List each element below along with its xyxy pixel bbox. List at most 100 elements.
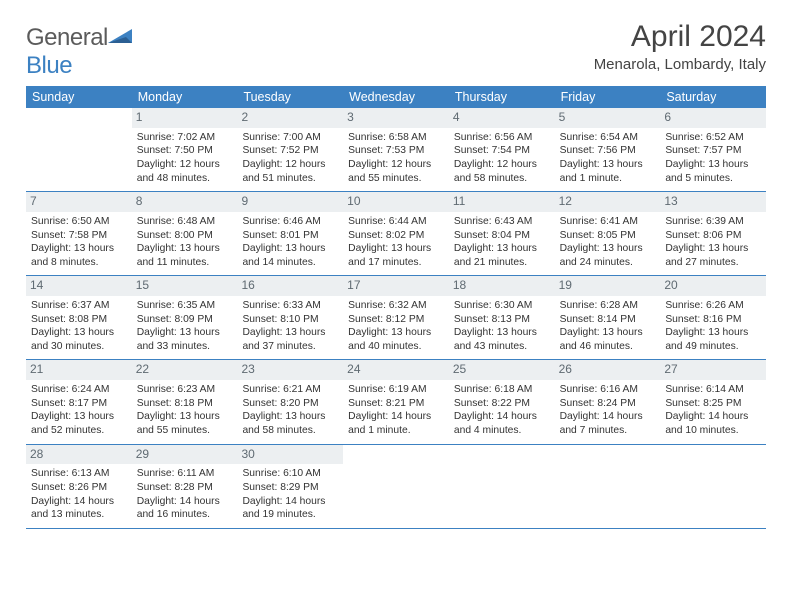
daylight-line: Daylight: 14 hours and 7 minutes.	[560, 410, 656, 437]
calendar-cell: 10Sunrise: 6:44 AMSunset: 8:02 PMDayligh…	[343, 192, 449, 275]
day-number: 16	[237, 276, 343, 296]
calendar-body: .1Sunrise: 7:02 AMSunset: 7:50 PMDayligh…	[26, 108, 766, 529]
daylight-line: Daylight: 13 hours and 11 minutes.	[137, 242, 233, 269]
weekday-header: Tuesday	[237, 86, 343, 108]
sunrise-line: Sunrise: 6:26 AM	[665, 299, 761, 313]
sunset-line: Sunset: 8:13 PM	[454, 313, 550, 327]
calendar-cell: 21Sunrise: 6:24 AMSunset: 8:17 PMDayligh…	[26, 360, 132, 443]
sunset-line: Sunset: 8:02 PM	[348, 229, 444, 243]
day-number: 3	[343, 108, 449, 128]
calendar-cell: 3 Sunrise: 6:58 AMSunset: 7:53 PMDaylight…	[343, 108, 449, 191]
daylight-line: Daylight: 13 hours and 49 minutes.	[665, 326, 761, 353]
sunrise-line: Sunrise: 6:48 AM	[137, 215, 233, 229]
calendar-cell: 30Sunrise: 6:10 AMSunset: 8:29 PMDayligh…	[237, 445, 343, 528]
calendar-cell: 13Sunrise: 6:39 AMSunset: 8:06 PMDayligh…	[660, 192, 766, 275]
day-number: 28	[26, 445, 132, 465]
brand-name-b: Blue	[26, 52, 72, 79]
daylight-line: Daylight: 12 hours and 55 minutes.	[348, 158, 444, 185]
day-number: 30	[237, 445, 343, 465]
daylight-line: Daylight: 12 hours and 51 minutes.	[242, 158, 338, 185]
sunset-line: Sunset: 8:00 PM	[137, 229, 233, 243]
sunset-line: Sunset: 8:10 PM	[242, 313, 338, 327]
header: GeneralBlue April 2024 Menarola, Lombard…	[26, 20, 766, 80]
calendar-cell: 16Sunrise: 6:33 AMSunset: 8:10 PMDayligh…	[237, 276, 343, 359]
sunset-line: Sunset: 8:26 PM	[31, 481, 127, 495]
daylight-line: Daylight: 13 hours and 30 minutes.	[31, 326, 127, 353]
calendar-cell: 17Sunrise: 6:32 AMSunset: 8:12 PMDayligh…	[343, 276, 449, 359]
sunset-line: Sunset: 7:53 PM	[348, 144, 444, 158]
sunrise-line: Sunrise: 6:24 AM	[31, 383, 127, 397]
daylight-line: Daylight: 13 hours and 5 minutes.	[665, 158, 761, 185]
weekday-header: Saturday	[660, 86, 766, 108]
calendar-week: 14Sunrise: 6:37 AMSunset: 8:08 PMDayligh…	[26, 276, 766, 360]
daylight-line: Daylight: 13 hours and 8 minutes.	[31, 242, 127, 269]
brand-name-a: General	[26, 24, 108, 51]
daylight-line: Daylight: 12 hours and 48 minutes.	[137, 158, 233, 185]
sunrise-line: Sunrise: 6:18 AM	[454, 383, 550, 397]
day-number: 23	[237, 360, 343, 380]
sunrise-line: Sunrise: 6:43 AM	[454, 215, 550, 229]
calendar-cell: 5Sunrise: 6:54 AMSunset: 7:56 PMDaylight…	[555, 108, 661, 191]
sunset-line: Sunset: 8:14 PM	[560, 313, 656, 327]
daylight-line: Daylight: 13 hours and 46 minutes.	[560, 326, 656, 353]
sunrise-line: Sunrise: 6:58 AM	[348, 131, 444, 145]
sunrise-line: Sunrise: 6:41 AM	[560, 215, 656, 229]
day-number: 2	[237, 108, 343, 128]
daylight-line: Daylight: 12 hours and 58 minutes.	[454, 158, 550, 185]
day-number: 8	[132, 192, 238, 212]
sunset-line: Sunset: 8:25 PM	[665, 397, 761, 411]
day-number: 14	[26, 276, 132, 296]
day-number: 13	[660, 192, 766, 212]
calendar-week: 21Sunrise: 6:24 AMSunset: 8:17 PMDayligh…	[26, 360, 766, 444]
calendar-cell: 12Sunrise: 6:41 AMSunset: 8:05 PMDayligh…	[555, 192, 661, 275]
sunrise-line: Sunrise: 6:52 AM	[665, 131, 761, 145]
calendar-cell: 27Sunrise: 6:14 AMSunset: 8:25 PMDayligh…	[660, 360, 766, 443]
brand-name: GeneralBlue	[26, 24, 134, 80]
daylight-line: Daylight: 14 hours and 4 minutes.	[454, 410, 550, 437]
day-number: 15	[132, 276, 238, 296]
sunset-line: Sunset: 8:06 PM	[665, 229, 761, 243]
day-number: 21	[26, 360, 132, 380]
sunrise-line: Sunrise: 6:11 AM	[137, 467, 233, 481]
month-title: April 2024	[594, 20, 766, 54]
calendar-cell-empty: .	[660, 445, 766, 528]
sunset-line: Sunset: 8:04 PM	[454, 229, 550, 243]
calendar-week: 28Sunrise: 6:13 AMSunset: 8:26 PMDayligh…	[26, 445, 766, 529]
calendar-cell: 29Sunrise: 6:11 AMSunset: 8:28 PMDayligh…	[132, 445, 238, 528]
sunrise-line: Sunrise: 6:35 AM	[137, 299, 233, 313]
sunset-line: Sunset: 8:21 PM	[348, 397, 444, 411]
sunrise-line: Sunrise: 7:00 AM	[242, 131, 338, 145]
calendar-cell: 23Sunrise: 6:21 AMSunset: 8:20 PMDayligh…	[237, 360, 343, 443]
sunrise-line: Sunrise: 7:02 AM	[137, 131, 233, 145]
daylight-line: Daylight: 14 hours and 10 minutes.	[665, 410, 761, 437]
calendar-cell-empty: .	[343, 445, 449, 528]
sunset-line: Sunset: 7:57 PM	[665, 144, 761, 158]
calendar-cell: 20Sunrise: 6:26 AMSunset: 8:16 PMDayligh…	[660, 276, 766, 359]
calendar-cell: 4Sunrise: 6:56 AMSunset: 7:54 PMDaylight…	[449, 108, 555, 191]
sunset-line: Sunset: 8:08 PM	[31, 313, 127, 327]
daylight-line: Daylight: 13 hours and 40 minutes.	[348, 326, 444, 353]
brand-triangle-icon	[108, 24, 134, 52]
calendar-cell-empty: .	[26, 108, 132, 191]
sunrise-line: Sunrise: 6:30 AM	[454, 299, 550, 313]
calendar-cell: 11Sunrise: 6:43 AMSunset: 8:04 PMDayligh…	[449, 192, 555, 275]
sunrise-line: Sunrise: 6:16 AM	[560, 383, 656, 397]
day-number: 6	[660, 108, 766, 128]
calendar-cell: 1Sunrise: 7:02 AMSunset: 7:50 PMDaylight…	[132, 108, 238, 191]
sunset-line: Sunset: 8:01 PM	[242, 229, 338, 243]
sunrise-line: Sunrise: 6:23 AM	[137, 383, 233, 397]
daylight-line: Daylight: 13 hours and 58 minutes.	[242, 410, 338, 437]
calendar-cell: 7Sunrise: 6:50 AMSunset: 7:58 PMDaylight…	[26, 192, 132, 275]
sunset-line: Sunset: 8:09 PM	[137, 313, 233, 327]
sunrise-line: Sunrise: 6:56 AM	[454, 131, 550, 145]
day-number: 4	[449, 108, 555, 128]
title-block: April 2024 Menarola, Lombardy, Italy	[594, 20, 766, 73]
sunset-line: Sunset: 8:18 PM	[137, 397, 233, 411]
calendar-cell: 9Sunrise: 6:46 AMSunset: 8:01 PMDaylight…	[237, 192, 343, 275]
day-number: 26	[555, 360, 661, 380]
calendar-cell-empty: .	[449, 445, 555, 528]
weekday-header: Thursday	[449, 86, 555, 108]
day-number: 11	[449, 192, 555, 212]
day-number: 19	[555, 276, 661, 296]
sunrise-line: Sunrise: 6:13 AM	[31, 467, 127, 481]
